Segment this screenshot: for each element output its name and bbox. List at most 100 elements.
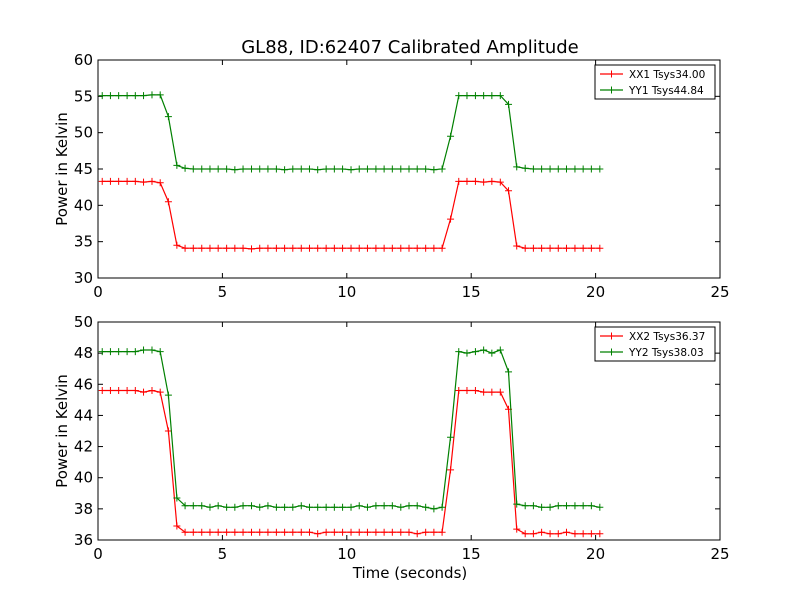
bottom-data-point: [538, 528, 546, 536]
bottom-data-point: [256, 503, 264, 511]
top-data-point: [322, 244, 330, 252]
bottom-data-point: [322, 503, 330, 511]
top-series-line: [102, 94, 600, 171]
top-data-point: [480, 178, 488, 186]
top-data-point: [231, 166, 239, 174]
bottom-y-tick-label: 48: [74, 344, 93, 362]
bottom-data-point: [289, 528, 297, 536]
top-data-point: [264, 165, 272, 173]
top-data-point: [546, 244, 554, 252]
top-data-point: [529, 244, 537, 252]
top-data-point: [455, 177, 463, 185]
bottom-data-point: [546, 503, 554, 511]
top-data-point: [214, 244, 222, 252]
bottom-data-point: [214, 502, 222, 510]
bottom-data-point: [363, 528, 371, 536]
top-data-point: [314, 166, 322, 174]
bottom-data-point: [430, 505, 438, 513]
top-series-line: [102, 180, 600, 250]
bottom-data-point: [413, 530, 421, 538]
top-data-point: [587, 165, 595, 173]
top-data-point: [513, 163, 521, 171]
top-data-point: [562, 165, 570, 173]
top-data-point: [513, 242, 521, 250]
top-y-tick-label: 45: [74, 160, 93, 178]
bottom-y-tick-label: 46: [74, 375, 93, 393]
bottom-data-point: [98, 387, 106, 395]
top-data-point: [579, 165, 587, 173]
bottom-data-point: [480, 346, 488, 354]
bottom-data-point: [463, 387, 471, 395]
bottom-axes-frame: [97, 321, 721, 541]
bottom-series-line: [102, 349, 600, 510]
top-data-point: [355, 165, 363, 173]
bottom-data-point: [297, 502, 305, 510]
bottom-data-point: [388, 502, 396, 510]
bottom-data-point: [571, 530, 579, 538]
bottom-data-point: [206, 503, 214, 511]
bottom-data-point: [248, 502, 256, 510]
bottom-data-point: [587, 502, 595, 510]
top-data-point: [156, 91, 164, 99]
bottom-data-point: [106, 387, 114, 395]
top-data-point: [272, 244, 280, 252]
top-data-point: [521, 164, 529, 172]
top-x-tick-label: 20: [586, 283, 605, 301]
bottom-data-point: [264, 502, 272, 510]
bottom-data-point: [447, 433, 455, 441]
bottom-data-point: [173, 522, 181, 530]
bottom-data-point: [422, 528, 430, 536]
top-data-point: [131, 177, 139, 185]
top-data-point: [372, 165, 380, 173]
top-data-point: [397, 244, 405, 252]
bottom-data-point: [164, 391, 172, 399]
top-data-point: [305, 244, 313, 252]
bottom-data-point: [314, 530, 322, 538]
top-data-point: [529, 165, 537, 173]
top-data-point: [272, 165, 280, 173]
top-data-point: [214, 165, 222, 173]
bottom-data-point: [579, 502, 587, 510]
top-data-point: [148, 177, 156, 185]
top-data-point: [198, 244, 206, 252]
top-data-point: [281, 166, 289, 174]
top-y-tick-label: 50: [74, 124, 93, 142]
top-data-point: [380, 165, 388, 173]
top-data-point: [198, 165, 206, 173]
bottom-y-tick-label: 44: [74, 406, 93, 424]
bottom-data-point: [189, 528, 197, 536]
bottom-plot: 0 5 10 15 20 25 36 38 40 42 44 46 48 50 Power in Kelvi…: [53, 313, 730, 563]
top-data-point: [305, 165, 313, 173]
bottom-data-point: [554, 530, 562, 538]
bottom-data-point: [148, 346, 156, 354]
bottom-data-point: [106, 348, 114, 356]
top-data-point: [281, 244, 289, 252]
bottom-data-point: [239, 502, 247, 510]
top-data-point: [156, 179, 164, 187]
top-data-point: [181, 164, 189, 172]
bottom-data-point: [388, 528, 396, 536]
bottom-x-tick-label: 25: [710, 545, 729, 563]
bottom-data-point: [297, 528, 305, 536]
top-data-point: [505, 100, 513, 108]
top-y-tick-label: 60: [74, 51, 93, 69]
bottom-data-point: [140, 388, 148, 396]
bottom-data-point: [272, 503, 280, 511]
top-data-point: [173, 241, 181, 249]
top-data-point: [106, 177, 114, 185]
top-data-point: [239, 244, 247, 252]
bottom-data-point: [123, 387, 131, 395]
bottom-x-tick-label: 10: [337, 545, 356, 563]
top-legend-label: YY1 Tsys44.84: [628, 85, 704, 97]
top-data-point: [471, 177, 479, 185]
top-data-point: [330, 165, 338, 173]
bottom-data-point: [397, 528, 405, 536]
top-data-point: [363, 244, 371, 252]
bottom-series-line: [102, 389, 600, 535]
top-data-point: [455, 92, 463, 100]
top-data-point: [554, 165, 562, 173]
bottom-data-point: [181, 528, 189, 536]
top-data-point: [98, 177, 106, 185]
top-plot: 0 5 10 15 20 25 30 35 40 45 50 55 60 Power in Kelvin X…: [53, 51, 730, 301]
